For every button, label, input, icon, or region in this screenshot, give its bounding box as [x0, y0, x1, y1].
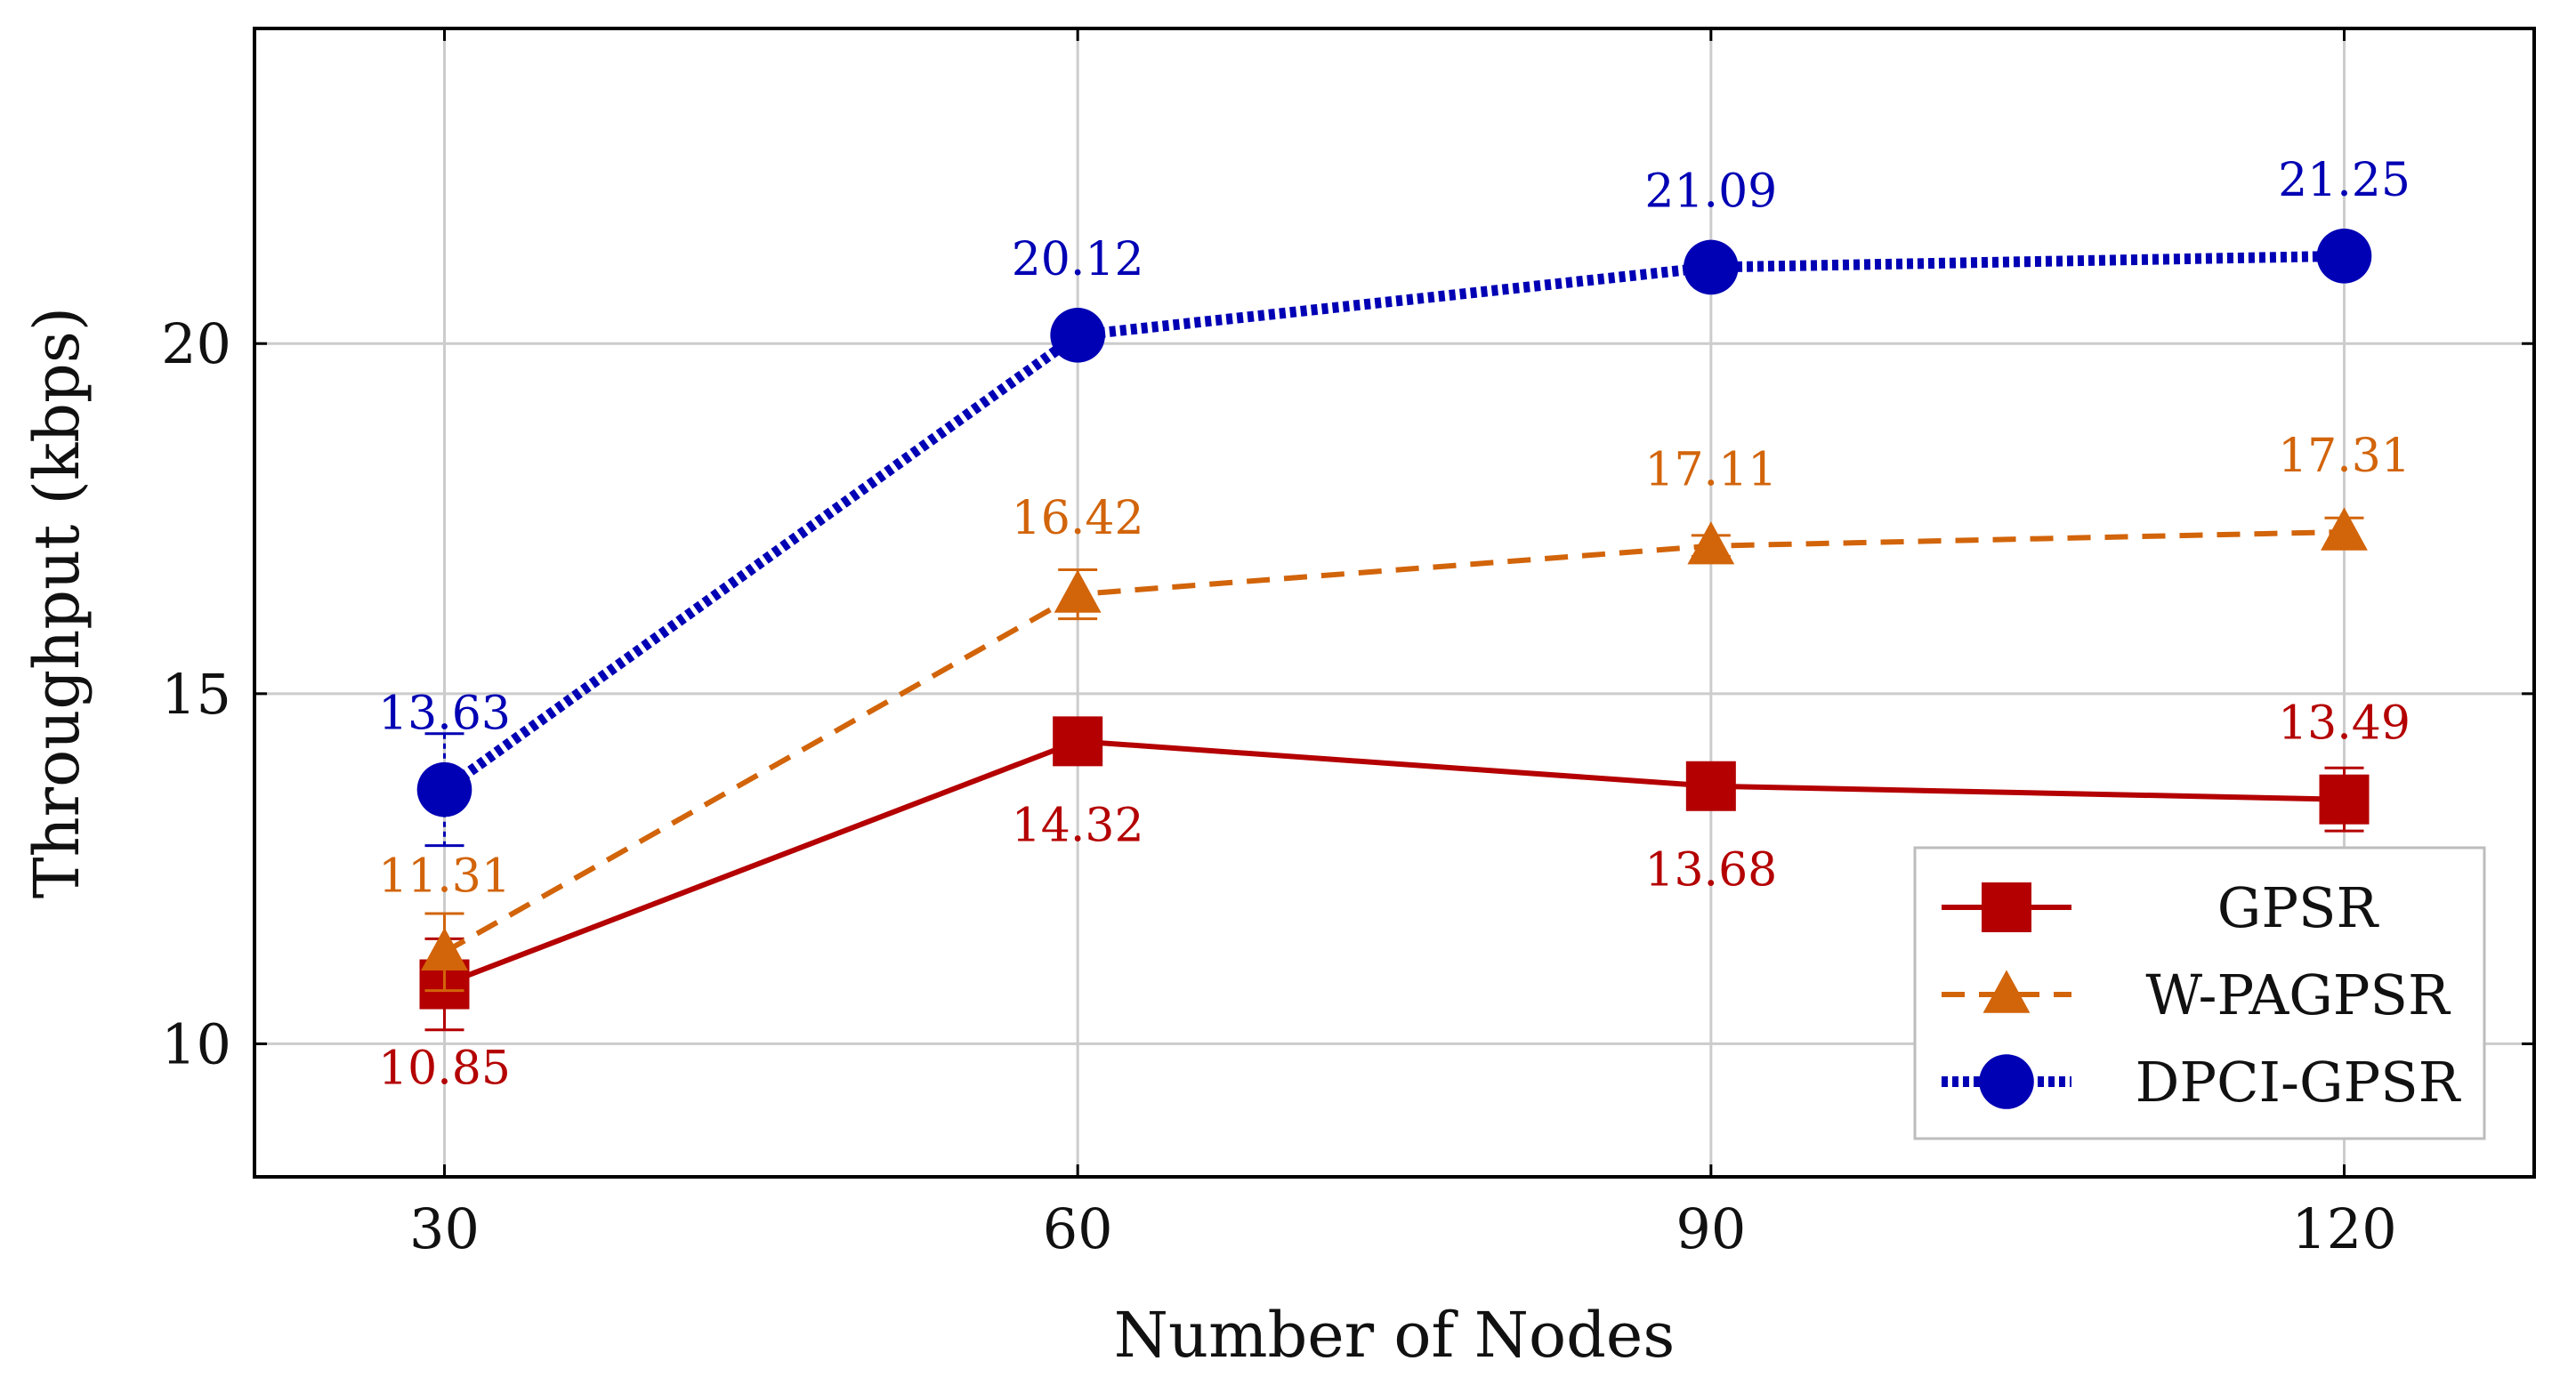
data-point [1687, 521, 1735, 565]
data-point [2319, 774, 2370, 825]
data-label: 17.31 [2278, 430, 2410, 483]
legend-item: DPCI-GPSR [1942, 1050, 2462, 1115]
series-line [441, 250, 2345, 794]
y-tick-label: 15 [161, 662, 231, 727]
x-tick-label: 90 [1676, 1196, 1746, 1261]
y-tick-label: 20 [161, 311, 231, 376]
data-labels: 10.85 14.32 13.68 13.49 11.31 16.42 17.11 17.31… [378, 154, 2410, 1096]
x-tick-label: 120 [2291, 1196, 2396, 1261]
legend-marker [1979, 1054, 2034, 1109]
data-label: 17.11 [1644, 444, 1777, 497]
legend: GPSR W-PAGPSR DPCI-GPSR [1913, 846, 2486, 1140]
data-point [1050, 307, 1105, 363]
data-label: 14.32 [1012, 799, 1144, 852]
data-point [2316, 229, 2372, 284]
plot-frame [253, 27, 2536, 1179]
series-w-pagpsr [421, 507, 2368, 993]
data-point [416, 761, 472, 817]
x-tick-label: 30 [409, 1196, 480, 1261]
x-axis-label: Number of Nodes [1114, 1299, 1676, 1372]
legend-item: W-PAGPSR [1942, 962, 2451, 1027]
data-point [1053, 716, 1103, 767]
legend-label: DPCI-GPSR [2136, 1050, 2462, 1115]
data-point [421, 927, 468, 971]
data-label: 21.09 [1644, 165, 1777, 218]
axis-ticks: 30 60 90 120 10 15 20 [161, 28, 2534, 1261]
data-label: 13.68 [1644, 844, 1777, 898]
data-label: 10.85 [378, 1043, 511, 1096]
data-point [1685, 761, 1736, 811]
series-dpci-gpsr [416, 229, 2372, 848]
data-point [2321, 507, 2368, 551]
series-line [443, 738, 2345, 987]
legend-marker [1982, 970, 2031, 1013]
data-label: 21.25 [2278, 154, 2410, 207]
grid [254, 28, 2534, 1177]
legend-marker [1982, 882, 2031, 932]
data-label: 16.42 [1012, 492, 1144, 545]
legend-label: W-PAGPSR [2145, 962, 2451, 1027]
legend-item: GPSR [1942, 875, 2380, 940]
data-label: 13.63 [378, 688, 511, 741]
y-axis-label: Throughput (kbps) [20, 307, 93, 898]
data-label: 13.49 [2278, 697, 2410, 751]
series [416, 229, 2372, 1032]
data-point [1054, 569, 1102, 613]
y-tick-label: 10 [161, 1011, 231, 1076]
data-point [1684, 239, 1739, 295]
data-label: 11.31 [378, 850, 511, 903]
x-tick-label: 60 [1043, 1196, 1113, 1261]
data-label: 20.12 [1012, 233, 1144, 286]
legend-label: GPSR [2217, 875, 2380, 940]
